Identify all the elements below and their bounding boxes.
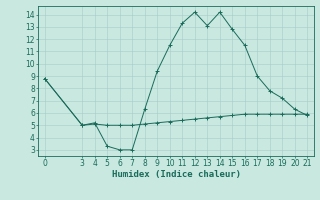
X-axis label: Humidex (Indice chaleur): Humidex (Indice chaleur) <box>111 170 241 179</box>
